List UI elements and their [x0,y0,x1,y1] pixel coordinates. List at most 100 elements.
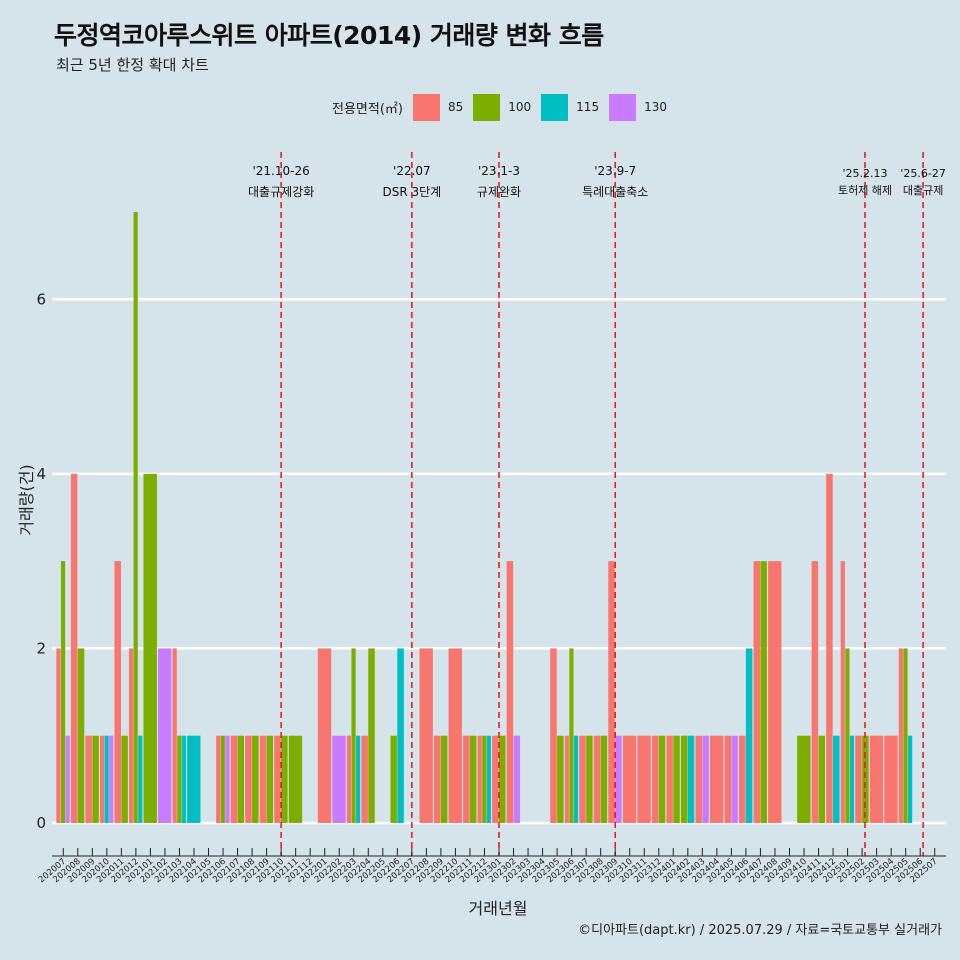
bar-202007-85 [56,648,61,823]
bar-202505-100 [903,648,908,823]
legend-item-115: 115 [541,93,600,121]
bar-202312-100 [658,735,666,823]
bar-202305-85 [550,648,557,823]
bar-202309-130 [615,735,622,823]
bar-202503-85 [869,735,884,823]
bar-202211-85 [463,735,470,823]
bar-202405-85 [724,735,731,823]
bar-202301-100 [499,735,506,823]
bar-202308-100 [600,735,608,823]
bar-202204-85 [361,735,368,823]
event-label-4: 토허제 해제 [838,183,892,197]
legend: 전용면적(㎡) 85 100 115 130 [332,93,677,121]
bar-202206-115 [397,648,404,823]
bar-202009-85 [85,735,92,823]
bar-202404-85 [709,735,724,823]
bar-202306-100 [569,648,574,823]
bar-202012-100 [133,212,138,823]
bar-202403-130 [702,735,709,823]
y-axis-label: 거래량(건) [17,464,36,535]
legend-swatch-130 [609,93,637,121]
bars [56,212,913,823]
bar-202301-85 [492,735,499,823]
bar-202402-115 [687,735,695,823]
bar-202103-100 [177,735,182,823]
bar-202011-100 [121,735,128,823]
bar-202502-85 [855,735,862,823]
bar-202102-130 [158,648,172,823]
bar-202010-130 [109,735,114,823]
event-label-0: 대출규제강화 [248,185,314,199]
legend-label-115: 115 [576,100,600,114]
bar-202505-85 [898,648,903,823]
event-label-3: 특례대출축소 [582,185,648,199]
bar-202406-115 [745,648,753,823]
bar-202402-100 [680,735,688,823]
event-markers: '21.10-26 대출규제강화 '22.07 DSR 3단계 '23.1-3 규제완화 '… [248,152,946,856]
bar-202412-85 [826,473,833,823]
legend-swatch-115 [541,93,569,121]
bar-202401-100 [673,735,680,823]
bar-202505-115 [907,735,913,823]
legend-item-85: 85 [412,93,464,121]
event-date-1: '22.07 [393,164,431,178]
bar-202411-85 [811,561,819,823]
bar-202009-100 [92,735,99,823]
bar-202305-100 [557,735,564,823]
bar-202407-100 [760,561,767,823]
bar-202501-100 [845,648,850,823]
event-date-5: '25.6-27 [900,167,945,180]
bar-202007-100 [60,561,66,823]
bar-202110-85 [274,735,281,823]
bar-202501-85 [840,561,845,823]
bar-202110-100 [281,735,288,823]
legend-swatch-100 [473,93,501,121]
legend-label-85: 85 [447,100,464,114]
bar-202403-85 [695,735,702,823]
bar-202410-100 [797,735,811,823]
bar-202106-100 [220,735,225,823]
bar-202203-115 [356,735,361,823]
chart-subtitle: 최근 5년 한정 확대 차트 [56,56,209,74]
x-axis-label: 거래년월 [469,899,528,918]
bar-202308-85 [593,735,601,823]
bar-202312-85 [651,735,659,823]
bar-202307-100 [586,735,593,823]
bar-202401-85 [666,735,673,823]
bar-202412-115 [833,735,840,823]
bar-202306-115 [573,735,579,823]
bar-202502-100 [862,735,869,823]
bar-202310-85 [622,735,637,823]
legend-item-100: 100 [473,93,532,121]
event-date-4: '25.2.13 [843,167,888,180]
bar-202203-85 [346,735,352,823]
bar-202107-85 [230,735,238,823]
bar-202307-85 [579,735,586,823]
footer-credit: ©디아파트(dapt.kr) / 2025.07.29 / 자료=국토교통부 실… [578,923,942,938]
bar-202107-100 [237,735,245,823]
bar-202011-85 [114,561,121,823]
bar-202411-100 [818,735,826,823]
bar-202108-100 [252,735,259,823]
bar-202008-85 [70,473,78,823]
bar-202208-85 [419,648,433,823]
x-axis: 2020072020082020092020102020112020122021… [37,848,946,885]
bar-202007-130 [65,735,70,823]
event-date-2: '23.1-3 [478,164,520,178]
legend-label-100: 100 [508,100,532,114]
bar-202008-100 [77,648,85,823]
bar-202109-100 [266,735,274,823]
bar-202209-100 [440,735,448,823]
event-date-0: '21.10-26 [252,164,309,178]
bar-202202-130 [332,735,346,823]
bar-202309-85 [608,561,615,823]
bar-202209-85 [434,735,441,823]
bar-202405-130 [731,735,738,823]
legend-item-130: 130 [609,93,667,121]
y-tick-label-0: 0 [36,814,46,832]
bar-202201-85 [317,648,332,823]
bar-202206-100 [390,735,397,823]
bar-202101-100 [143,473,157,823]
chart-title: 두정역코아루스위트 아파트(2014) 거래량 변화 흐름 [54,21,604,50]
